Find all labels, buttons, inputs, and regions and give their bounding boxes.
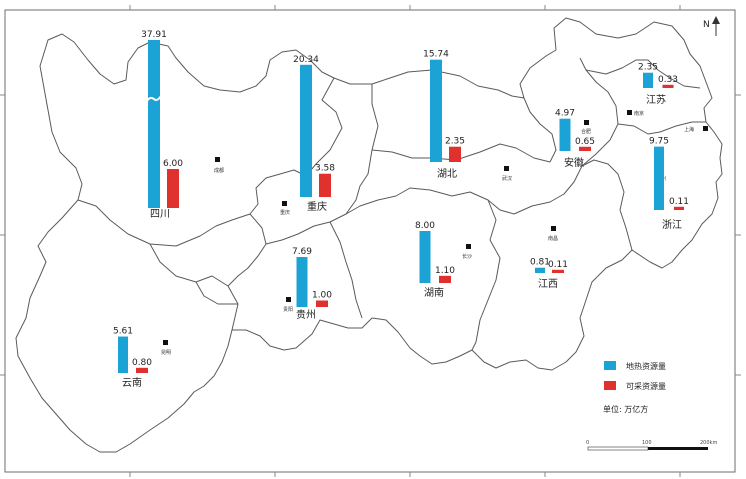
capital-markers: 成都 重庆 武汉 合肥 南京 上海 贵阳 长沙 南昌 杭州 昆明 bbox=[161, 110, 708, 356]
value-recoverable-anhui: 0.65 bbox=[575, 137, 595, 147]
value-resource-yunnan: 5.61 bbox=[113, 327, 133, 337]
value-resource-jiangsu: 2.35 bbox=[638, 63, 658, 73]
bar-resource-sichuan bbox=[148, 40, 160, 208]
frame-ticks bbox=[0, 5, 741, 477]
scale-tick-0: 0 bbox=[586, 440, 589, 446]
capital-label-nanjing: 南京 bbox=[634, 110, 644, 117]
capital-label-wuhan: 武汉 bbox=[502, 175, 512, 182]
value-recoverable-hunan: 1.10 bbox=[435, 266, 455, 276]
capital-marker-nanjing bbox=[627, 110, 632, 115]
bar-recoverable-jiangxi bbox=[552, 269, 564, 273]
province-label-chongqing: 重庆 bbox=[307, 200, 327, 213]
value-resource-jiangxi: 0.81 bbox=[530, 258, 550, 268]
value-recoverable-guizhou: 1.00 bbox=[312, 291, 332, 301]
value-recoverable-jiangxi: 0.11 bbox=[548, 260, 568, 270]
capital-marker-chengdu bbox=[215, 157, 220, 162]
province-label-zhejiang: 浙江 bbox=[662, 219, 682, 231]
bar-resource-yunnan bbox=[118, 336, 128, 373]
capital-marker-wuhan bbox=[504, 166, 509, 171]
province-label-yunnan: 云南 bbox=[122, 376, 142, 389]
value-recoverable-zhejiang: 0.11 bbox=[669, 197, 689, 207]
province-label-guizhou: 贵州 bbox=[296, 308, 316, 321]
value-recoverable-jiangsu: 0.33 bbox=[658, 75, 678, 85]
value-resource-hubei: 15.74 bbox=[423, 50, 449, 60]
value-recoverable-sichuan: 6.00 bbox=[163, 159, 183, 169]
capital-marker-nanchang bbox=[551, 226, 556, 231]
north-arrow: N bbox=[703, 16, 720, 36]
value-resource-anhui: 4.97 bbox=[555, 109, 575, 119]
legend-swatch-resource bbox=[604, 361, 616, 370]
bar-recoverable-guizhou bbox=[316, 300, 328, 307]
value-resource-zhejiang: 9.75 bbox=[649, 137, 669, 147]
province-label-jiangsu: 江苏 bbox=[646, 93, 666, 106]
bar-recoverable-sichuan bbox=[167, 169, 179, 208]
bar-recoverable-anhui bbox=[579, 146, 591, 151]
legend-unit: 单位: 万亿方 bbox=[603, 404, 648, 414]
province-label-jiangxi: 江西 bbox=[538, 278, 558, 290]
capital-marker-guiyang bbox=[286, 297, 291, 302]
legend-swatch-recoverable bbox=[604, 381, 616, 390]
province-label-hunan: 湖南 bbox=[424, 286, 444, 299]
scale-tick-100: 100 bbox=[642, 440, 652, 446]
bar-resource-jiangxi bbox=[535, 267, 545, 273]
legend-label-recoverable: 可采资源量 bbox=[626, 381, 666, 391]
province-label-sichuan: 四川 bbox=[150, 209, 170, 220]
province-borders bbox=[77, 57, 706, 351]
capital-label-guiyang: 贵阳 bbox=[283, 306, 293, 313]
value-recoverable-chongqing: 3.58 bbox=[315, 164, 335, 174]
capital-label-hefei: 合肥 bbox=[581, 128, 591, 135]
bar-recoverable-yunnan bbox=[136, 367, 148, 373]
capital-label-nanchang: 南昌 bbox=[548, 235, 558, 242]
region-outline bbox=[15, 17, 723, 453]
capital-label-kunming: 昆明 bbox=[161, 350, 171, 356]
capital-marker-kunming bbox=[163, 340, 168, 345]
value-resource-hunan: 8.00 bbox=[415, 221, 435, 231]
bar-recoverable-hubei bbox=[449, 146, 461, 162]
province-label-hubei: 湖北 bbox=[437, 168, 457, 180]
bar-recoverable-jiangsu bbox=[662, 84, 674, 88]
capital-label-chongqing: 重庆 bbox=[280, 209, 290, 216]
scale-tick-200: 200km bbox=[700, 440, 717, 446]
scale-bar: 0 100 200km bbox=[586, 440, 717, 451]
bar-resource-guizhou bbox=[296, 257, 308, 307]
legend-label-resource: 地热资源量 bbox=[626, 361, 666, 371]
bar-resource-anhui bbox=[559, 118, 571, 151]
bar-recoverable-hunan bbox=[439, 275, 451, 283]
legend: 地热资源量 可采资源量 单位: 万亿方 bbox=[603, 361, 666, 414]
map-frame bbox=[4, 9, 736, 473]
capital-marker-changsha bbox=[466, 244, 471, 249]
value-recoverable-hubei: 2.35 bbox=[445, 137, 465, 147]
capital-label-chengdu: 成都 bbox=[214, 167, 224, 174]
capital-label-changsha: 长沙 bbox=[462, 253, 472, 260]
bar-resource-hunan bbox=[419, 231, 431, 283]
value-resource-sichuan: 37.91 bbox=[141, 30, 167, 40]
bar-resource-zhejiang bbox=[654, 146, 664, 210]
capital-label-shanghai: 上海 bbox=[684, 126, 694, 133]
north-arrow-head-icon bbox=[712, 16, 720, 24]
value-resource-guizhou: 7.69 bbox=[292, 247, 312, 257]
capital-marker-hefei bbox=[584, 120, 589, 125]
capital-marker-chongqing bbox=[282, 201, 287, 206]
bar-recoverable-zhejiang bbox=[674, 206, 684, 210]
bar-resource-jiangsu bbox=[643, 72, 653, 88]
north-label: N bbox=[703, 20, 710, 30]
province-label-anhui: 安徽 bbox=[564, 156, 584, 169]
capital-marker-shanghai bbox=[703, 126, 708, 131]
bar-resource-chongqing bbox=[300, 64, 312, 197]
bar-recoverable-chongqing bbox=[319, 173, 331, 197]
bar-groups: 37.91 6.00 四川 20.34 3.58 重庆 15.74 2.35 湖… bbox=[113, 30, 689, 389]
bar-break-mark bbox=[146, 95, 162, 102]
value-recoverable-yunnan: 0.80 bbox=[132, 358, 152, 368]
value-resource-chongqing: 20.34 bbox=[293, 55, 319, 65]
bar-resource-hubei bbox=[430, 59, 442, 162]
